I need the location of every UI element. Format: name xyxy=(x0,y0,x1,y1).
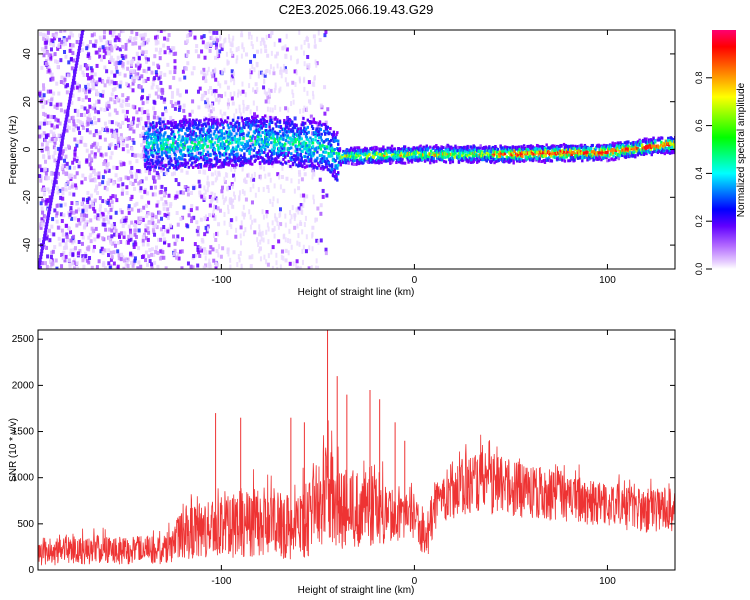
colorbar-tick-label: 0.2 xyxy=(694,215,704,228)
y-tick-label: -40 xyxy=(22,237,33,252)
spectrogram-x-axis: -100 0 100 xyxy=(211,30,616,286)
snr-y-label: SNR (10 * v/v) xyxy=(8,418,19,482)
x-tick-label: 0 xyxy=(412,275,418,286)
y-tick-label: 1500 xyxy=(12,427,35,438)
y-tick-label: 40 xyxy=(22,48,33,60)
snr-series xyxy=(38,330,675,566)
snr-frame xyxy=(37,329,676,571)
y-tick-label: 0 xyxy=(28,565,34,576)
y-tick-label: 20 xyxy=(22,96,33,108)
snr-x-axis: -100 0 100 xyxy=(211,330,616,587)
y-tick-label: 0 xyxy=(22,146,33,152)
spectrogram-y-label: Frequency (Hz) xyxy=(8,116,19,185)
y-tick-label: 1000 xyxy=(12,473,35,484)
colorbar-gradient xyxy=(712,30,736,269)
colorbar-tick-label: 0.8 xyxy=(694,72,704,85)
spectrogram-panel: -100 0 100 -40 -20 0 20 40 Height of straight … xyxy=(8,29,676,298)
y-tick-label: 500 xyxy=(17,519,34,530)
spectrogram-heatmap xyxy=(38,30,675,269)
x-tick-label: 100 xyxy=(599,576,616,587)
y-tick-label: 2000 xyxy=(12,380,35,391)
colorbar-ticks: 0.0 0.2 0.4 0.6 0.8 xyxy=(694,72,712,276)
x-tick-label: 100 xyxy=(599,275,616,286)
spectrogram-y-axis: -40 -20 0 20 40 xyxy=(22,48,675,252)
colorbar-tick-label: 0.6 xyxy=(694,119,704,132)
colorbar-tick-label: 0.0 xyxy=(694,263,704,276)
snr-panel: -100 0 100 0 500 1000 1500 2000 2500 Height of … xyxy=(8,329,676,596)
snr-x-label: Height of straight line (km) xyxy=(298,585,415,596)
colorbar-label: Normalized spectral amplitude xyxy=(736,82,747,217)
colorbar: 0.0 0.2 0.4 0.6 0.8 Normalized spectral ampl… xyxy=(694,30,747,275)
colorbar-tick-label: 0.4 xyxy=(694,167,704,180)
figure-title: C2E3.2025.066.19.43.G29 xyxy=(279,2,434,17)
x-tick-label: -100 xyxy=(211,275,231,286)
x-tick-label: 0 xyxy=(412,576,418,587)
x-tick-label: -100 xyxy=(211,576,231,587)
snr-y-axis: 0 500 1000 1500 2000 2500 xyxy=(12,334,675,576)
y-tick-label: -20 xyxy=(22,190,33,205)
snr-line xyxy=(38,420,675,566)
spectrogram-x-label: Height of straight line (km) xyxy=(298,287,415,298)
y-tick-label: 2500 xyxy=(12,334,35,345)
